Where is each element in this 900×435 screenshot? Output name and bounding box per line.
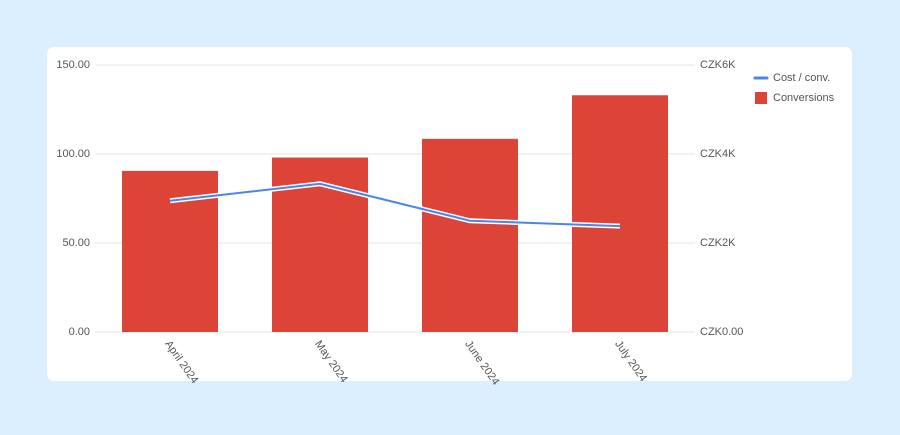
y2-tick-label: CZK2K xyxy=(700,237,736,249)
y-tick-label: 150.00 xyxy=(56,59,90,71)
y-tick-label: 50.00 xyxy=(62,237,90,249)
bar xyxy=(422,138,518,332)
line xyxy=(169,182,621,228)
legend-label: Conversions xyxy=(773,92,835,104)
y-tick-label: 0.00 xyxy=(69,326,90,338)
y2-tick-label: CZK6K xyxy=(700,59,736,71)
legend-label: Cost / conv. xyxy=(773,72,830,84)
y2-tick-label: CZK4K xyxy=(700,148,736,160)
y-tick-label: 100.00 xyxy=(56,148,90,160)
bar xyxy=(572,95,668,332)
y2-tick-label: CZK0.00 xyxy=(700,326,743,338)
legend-swatch xyxy=(755,92,767,104)
